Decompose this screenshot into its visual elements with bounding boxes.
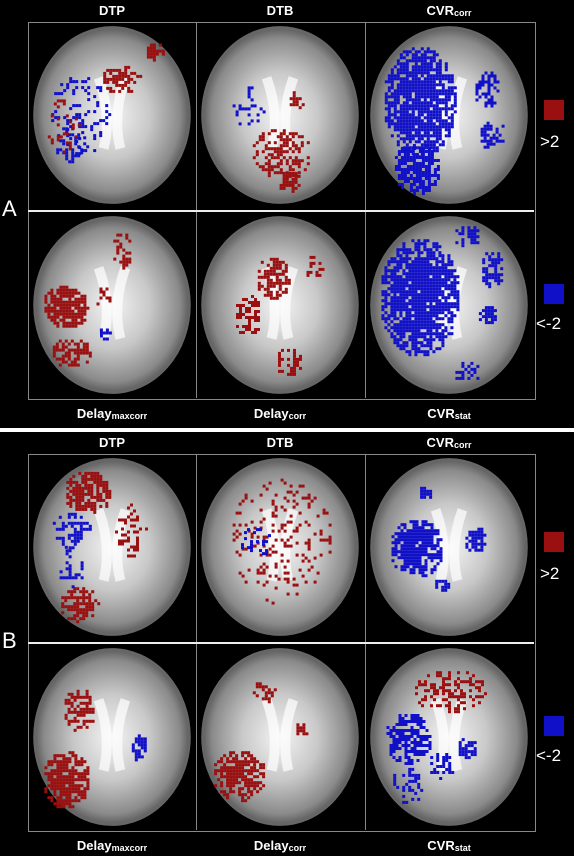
bottom-label-2-main: Delay	[253, 406, 289, 421]
legend-positive-label: >2	[540, 564, 560, 583]
row-divider	[28, 642, 534, 644]
bottom-label-2: Delaycorr	[196, 406, 364, 421]
top-label-2-main: DTB	[266, 3, 294, 18]
top-label-3: CVRcorr	[365, 3, 533, 18]
brain-map-a-2-1	[28, 212, 196, 398]
brain-map-b-2-3	[365, 644, 533, 830]
panel-b: DTP DTB CVRcorr Delaymaxcorr Delaycorr CVRsta…	[0, 432, 574, 856]
top-label-2: DTB	[196, 435, 364, 450]
bottom-label-3: CVRstat	[365, 838, 533, 853]
legend-positive-swatch	[544, 100, 564, 120]
bottom-label-2-subscript: corr	[288, 411, 307, 421]
legend-positive-swatch	[544, 532, 564, 552]
brain-map-a-1-1	[28, 22, 196, 208]
top-label-3-main: CVR	[426, 3, 454, 18]
brain-map-a-1-2	[196, 22, 364, 208]
bottom-label-3-subscript: stat	[454, 411, 471, 421]
brain-map-a-2-2	[196, 212, 364, 398]
brain-slice	[370, 458, 528, 636]
bottom-label-3-main: CVR	[427, 838, 455, 853]
panel-divider	[0, 428, 574, 432]
top-label-1: DTP	[28, 435, 196, 450]
bottom-label-1-main: Delay	[76, 406, 112, 421]
legend-negative-swatch	[544, 284, 564, 304]
legend-negative-label: <-2	[536, 746, 562, 765]
brain-map-b-1-2	[196, 454, 364, 640]
bottom-label-2-subscript: corr	[288, 843, 307, 853]
bottom-label-3: CVRstat	[365, 406, 533, 421]
row-divider	[28, 210, 534, 212]
brain-map-b-1-3	[365, 454, 533, 640]
brain-slice	[201, 458, 359, 636]
brain-map-a-2-3	[365, 212, 533, 398]
top-label-2: DTB	[196, 3, 364, 18]
legend-positive-label: >2	[540, 132, 560, 151]
brain-slice	[33, 26, 191, 204]
panel-letter: A	[2, 196, 17, 221]
bottom-label-1-subscript: maxcorr	[111, 411, 148, 421]
brain-slice	[201, 26, 359, 204]
bottom-label-1: Delaymaxcorr	[28, 838, 196, 853]
bottom-label-1: Delaymaxcorr	[28, 406, 196, 421]
top-label-1-main: DTP	[99, 435, 125, 450]
brain-map-b-2-1	[28, 644, 196, 830]
brain-map-b-2-2	[196, 644, 364, 830]
bottom-label-1-subscript: maxcorr	[111, 843, 148, 853]
bottom-label-3-subscript: stat	[454, 843, 471, 853]
brain-slice	[33, 458, 191, 636]
top-label-2-main: DTB	[266, 435, 294, 450]
bottom-label-2: Delaycorr	[196, 838, 364, 853]
top-label-1: DTP	[28, 3, 196, 18]
bottom-label-1-main: Delay	[76, 838, 112, 853]
panel-letter: B	[2, 628, 17, 653]
bottom-label-3-main: CVR	[427, 406, 455, 421]
legend-negative-label: <-2	[536, 314, 562, 333]
top-label-3-subscript: corr	[453, 8, 472, 18]
top-label-3-subscript: corr	[453, 440, 472, 450]
bottom-label-2-main: Delay	[253, 838, 289, 853]
panel-a: DTP DTB CVRcorr Delaymaxcorr Delaycorr CVRsta…	[2, 3, 564, 421]
brain-slice	[201, 216, 359, 394]
brain-map-b-1-1	[28, 454, 196, 640]
top-label-3: CVRcorr	[365, 435, 533, 450]
legend-negative-swatch	[544, 716, 564, 736]
top-label-1-main: DTP	[99, 3, 125, 18]
brain-slice	[201, 648, 359, 826]
top-label-3-main: CVR	[426, 435, 454, 450]
brain-map-a-1-3	[365, 22, 533, 208]
